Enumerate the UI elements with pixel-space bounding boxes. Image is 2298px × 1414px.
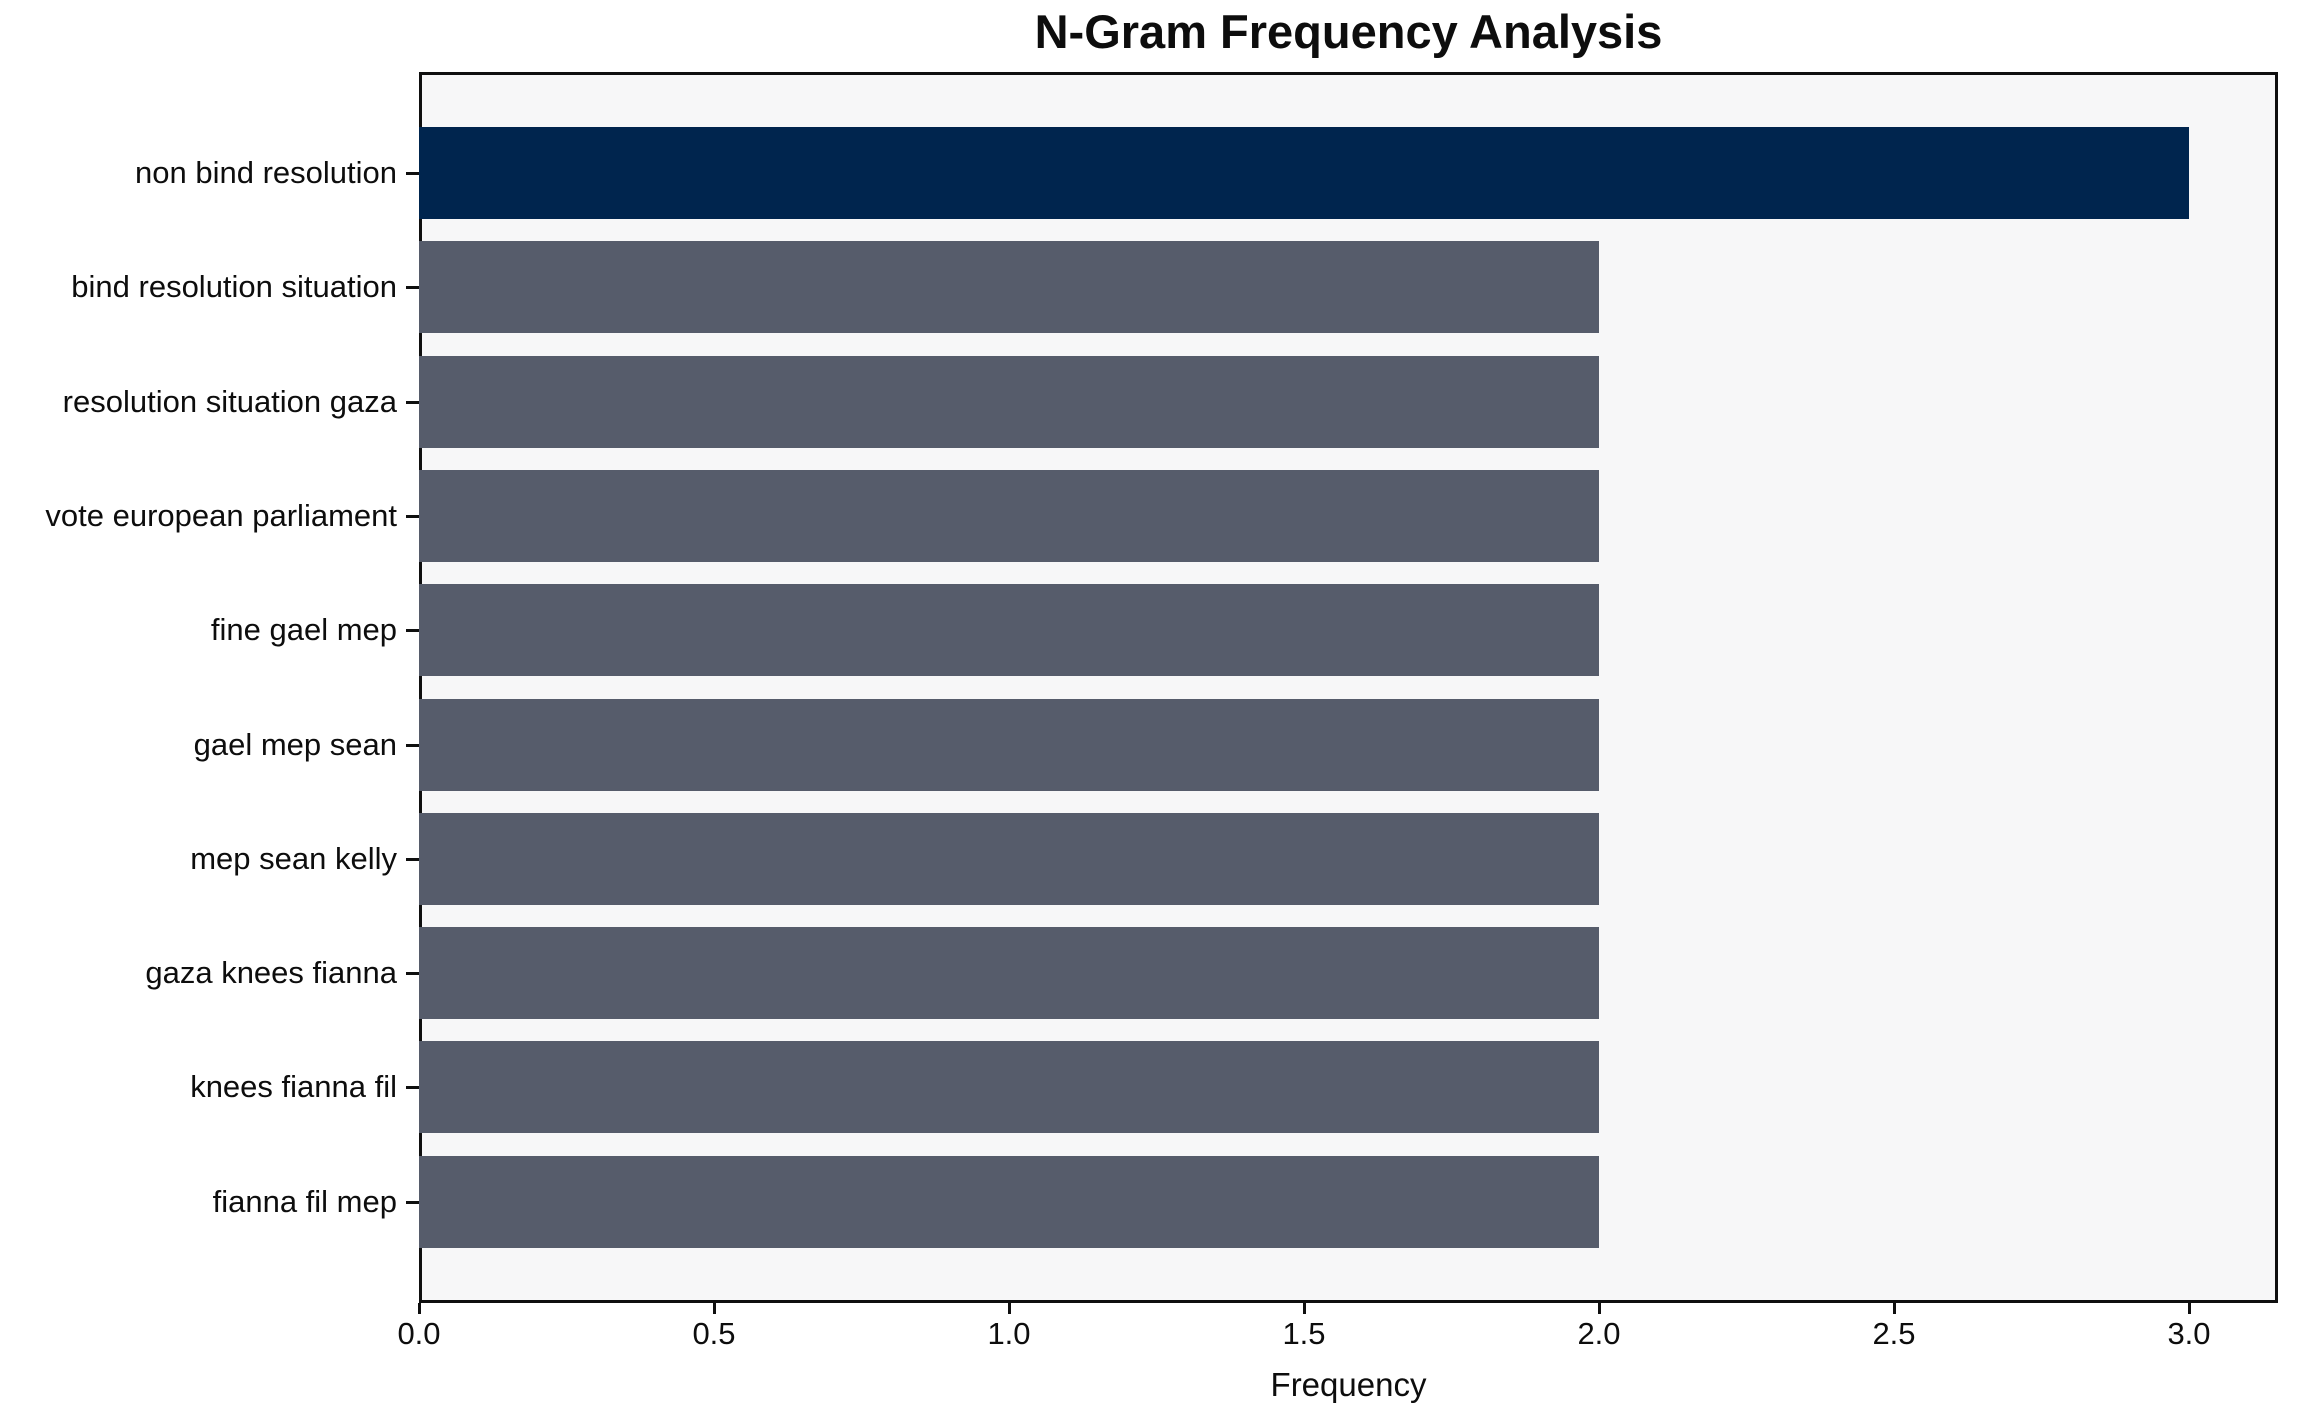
y-tick-mark xyxy=(406,1201,419,1204)
y-tick-label: mep sean kelly xyxy=(190,841,397,876)
y-tick-mark xyxy=(406,286,419,289)
y-tick-mark xyxy=(406,629,419,632)
bar xyxy=(419,470,1599,562)
y-tick-mark xyxy=(406,401,419,404)
y-tick-label: knees fianna fil xyxy=(190,1069,397,1104)
y-tick-label: fine gael mep xyxy=(210,612,397,647)
y-tick-mark xyxy=(406,858,419,861)
x-tick-label: 2.0 xyxy=(1577,1316,1621,1351)
y-tick-label: gaza knees fianna xyxy=(145,955,397,990)
x-tick-label: 0.0 xyxy=(397,1316,441,1351)
chart-title: N-Gram Frequency Analysis xyxy=(1034,5,1663,58)
x-tick-label: 0.5 xyxy=(692,1316,736,1351)
bar xyxy=(419,356,1599,448)
bar xyxy=(419,127,2189,219)
bar xyxy=(419,1156,1599,1248)
bar xyxy=(419,1041,1599,1133)
x-tick-mark xyxy=(1598,1303,1601,1314)
x-tick-label: 2.5 xyxy=(1872,1316,1916,1351)
y-tick-mark xyxy=(406,972,419,975)
bar xyxy=(419,813,1599,905)
y-tick-mark xyxy=(406,515,419,518)
y-tick-label: bind resolution situation xyxy=(71,269,397,304)
bar xyxy=(419,584,1599,676)
y-tick-label: resolution situation gaza xyxy=(62,384,397,419)
x-tick-mark xyxy=(1893,1303,1896,1314)
y-tick-mark xyxy=(406,744,419,747)
x-tick-mark xyxy=(1303,1303,1306,1314)
x-tick-mark xyxy=(1008,1303,1011,1314)
y-tick-label: gael mep sean xyxy=(193,727,397,762)
y-tick-mark xyxy=(406,172,419,175)
x-tick-label: 1.0 xyxy=(987,1316,1031,1351)
x-tick-mark xyxy=(418,1303,421,1314)
y-tick-label: fianna fil mep xyxy=(212,1184,397,1219)
bar xyxy=(419,699,1599,791)
y-tick-mark xyxy=(406,1086,419,1089)
x-tick-label: 1.5 xyxy=(1282,1316,1326,1351)
bar xyxy=(419,241,1599,333)
x-tick-label: 3.0 xyxy=(2167,1316,2211,1351)
y-tick-label: vote european parliament xyxy=(45,498,397,533)
x-tick-mark xyxy=(713,1303,716,1314)
y-tick-label: non bind resolution xyxy=(135,155,397,190)
x-tick-mark xyxy=(2188,1303,2191,1314)
bar xyxy=(419,927,1599,1019)
x-axis-title: Frequency xyxy=(1270,1366,1427,1403)
